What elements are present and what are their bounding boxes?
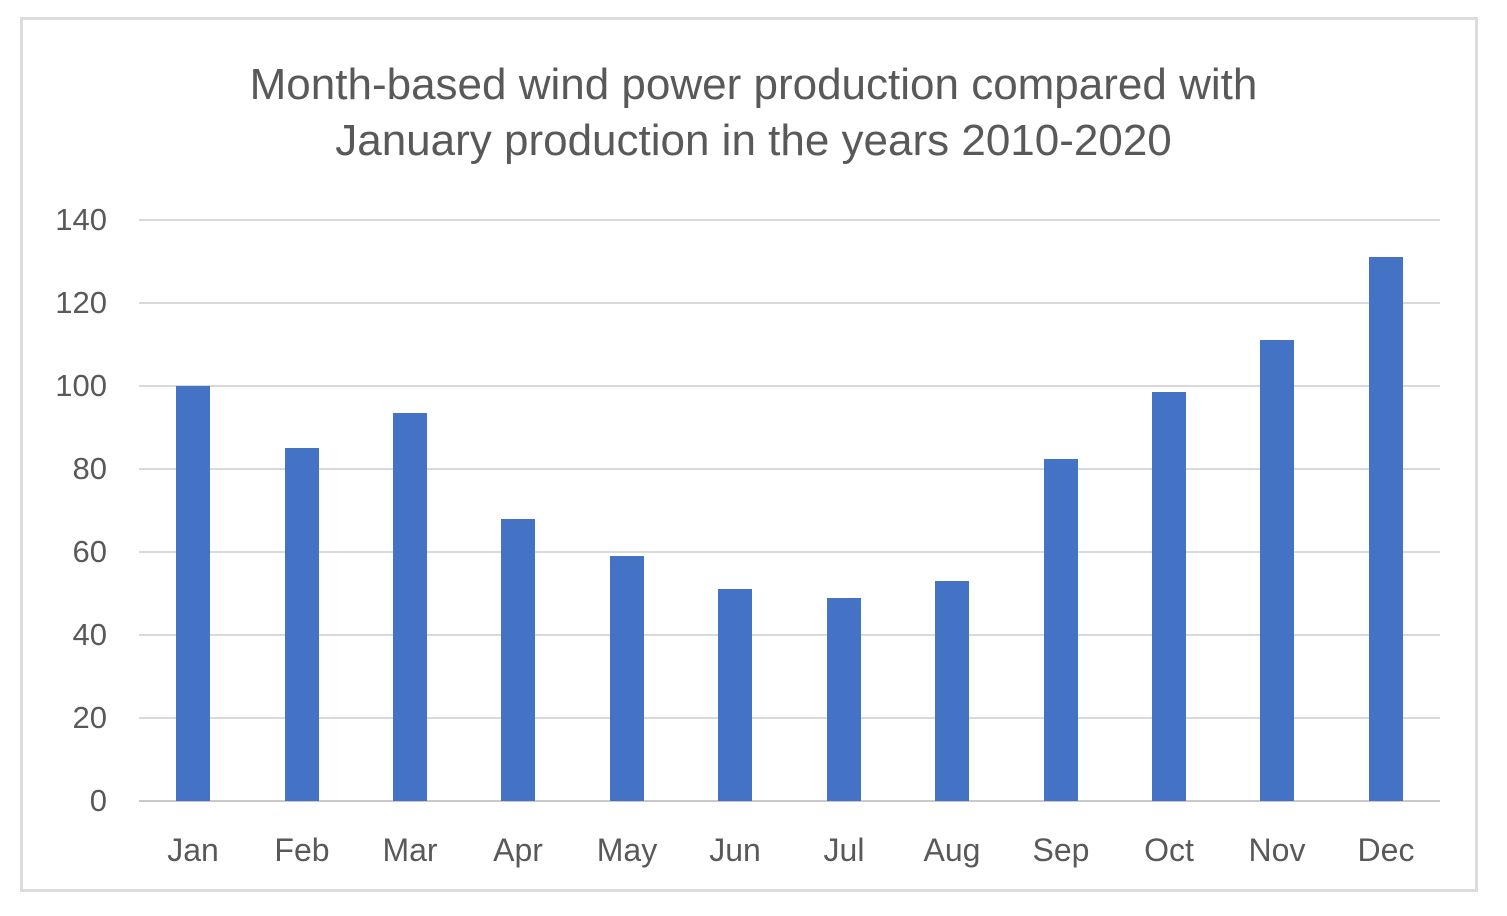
x-tick-label: Sep	[1032, 832, 1090, 868]
y-tick-label: 100	[55, 368, 107, 403]
bar-feb	[285, 448, 319, 801]
bar-dec	[1369, 257, 1403, 801]
y-tick-label: 40	[72, 617, 107, 652]
x-tick-label: Mar	[382, 832, 438, 868]
chart-title-line-1: Month-based wind power production compar…	[249, 60, 1258, 109]
x-tick-label: Aug	[923, 832, 981, 868]
y-tick-label: 80	[72, 451, 107, 486]
x-tick-label: Jul	[823, 832, 865, 868]
gridline	[139, 634, 1440, 636]
y-tick-label: 60	[72, 534, 107, 569]
gridline	[139, 551, 1440, 553]
bar-oct	[1152, 392, 1186, 801]
x-tick-label: Jan	[167, 832, 219, 868]
gridline	[139, 717, 1440, 719]
x-tick-label: Nov	[1248, 832, 1306, 868]
x-tick-label: Apr	[493, 832, 543, 868]
gridline	[139, 468, 1440, 470]
bar-jan	[176, 386, 210, 801]
x-tick-label: Jun	[709, 832, 761, 868]
y-tick-label: 140	[55, 202, 107, 237]
bar-aug	[935, 581, 969, 801]
x-tick-label: Dec	[1357, 832, 1415, 868]
bar-mar	[393, 413, 427, 801]
y-tick-label: 120	[55, 285, 107, 320]
gridline	[139, 219, 1440, 221]
bar-nov	[1260, 340, 1294, 801]
bar-sep	[1044, 459, 1078, 801]
bar-apr	[501, 519, 535, 801]
chart-title: Month-based wind power production compar…	[0, 57, 1507, 169]
gridline	[139, 302, 1440, 304]
x-tick-label: May	[596, 832, 658, 868]
x-tick-label: Oct	[1144, 832, 1194, 868]
y-tick-label: 0	[89, 783, 107, 818]
chart-title-line-2: January production in the years 2010-202…	[335, 116, 1172, 165]
gridline	[139, 385, 1440, 387]
bar-jul	[827, 598, 861, 801]
bar-jun	[718, 589, 752, 801]
x-tick-label: Feb	[274, 832, 330, 868]
x-axis-line	[139, 800, 1440, 802]
y-tick-label: 20	[72, 700, 107, 735]
bar-may	[610, 556, 644, 801]
